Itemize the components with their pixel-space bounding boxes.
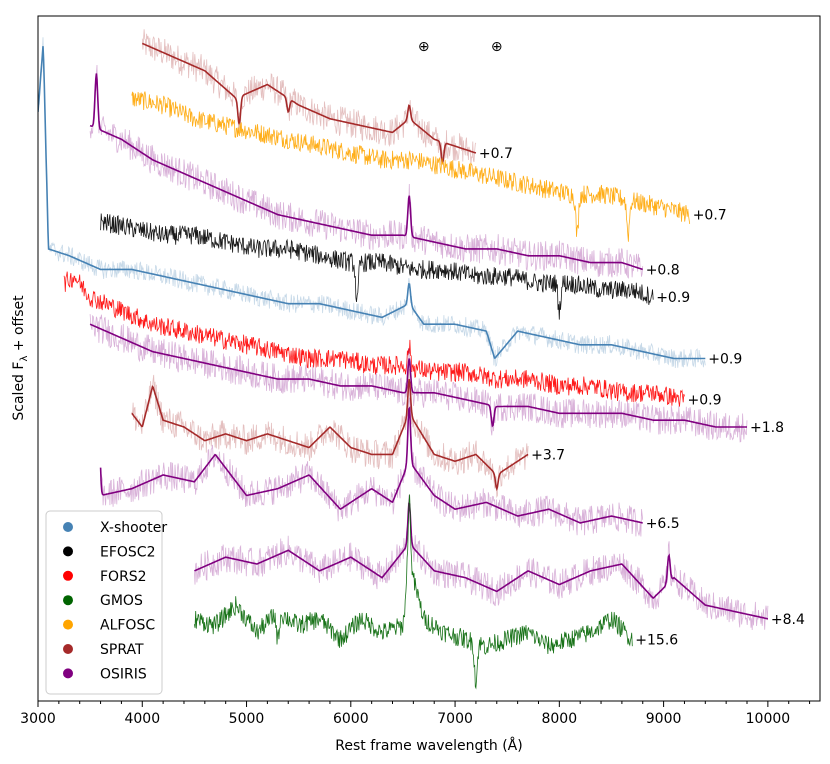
y-axis-label: Scaled Fλ + offset: [11, 295, 30, 421]
spectrum-noise: [100, 397, 644, 537]
legend-box: [45, 510, 163, 695]
spectrum-noise: [131, 91, 691, 242]
telluric-markers: ⊕ ⊕: [418, 39, 503, 55]
x-tick-label: 4000: [124, 711, 160, 727]
legend-label-xshooter: X-shooter: [100, 520, 167, 536]
spectrum-fors2-5: [63, 271, 685, 407]
legend-marker-efosc2: [63, 546, 73, 557]
offset-label: +6.5: [646, 516, 680, 532]
x-axis-ticks: 3000 4000 5000 6000 7000 8000 9000 10000: [20, 701, 811, 727]
legend-label-fors2: FORS2: [100, 569, 147, 585]
offset-label: +1.8: [750, 420, 784, 436]
legend-marker-gmos: [63, 595, 73, 606]
x-tick-label: 5000: [229, 711, 265, 727]
spectrum-smoothed: [38, 46, 706, 360]
telluric-marker: ⊕: [418, 39, 430, 55]
legend-label-sprat: SPRAT: [100, 642, 144, 658]
offset-label: +0.7: [479, 146, 513, 162]
spectrum-noise: [100, 213, 654, 320]
legend-label-efosc2: EFOSC2: [100, 544, 156, 560]
legend-marker-osiris: [63, 668, 73, 679]
spectrum-sprat-0: [141, 29, 477, 166]
x-axis-label: Rest frame wavelength (Å): [335, 737, 522, 754]
offset-label: +15.6: [635, 632, 678, 648]
spectrum-osiris-6: [89, 314, 748, 443]
offset-label: +0.7: [693, 208, 727, 224]
offset-label: +3.7: [531, 447, 565, 463]
spectrum-noise: [194, 494, 633, 690]
spectrum-smoothed: [89, 73, 643, 271]
legend-label-gmos: GMOS: [100, 593, 143, 609]
x-tick-label: 6000: [333, 711, 369, 727]
spectrum-smoothed: [194, 502, 769, 620]
offset-labels: +0.7 +0.7 +0.8 +0.9 +0.9 +0.9 +1.8 +3.7 +6.5 +8.4…: [479, 146, 805, 648]
offset-label: +0.9: [708, 352, 742, 368]
telluric-marker: ⊕: [491, 39, 503, 55]
legend-label-alfosc: ALFOSC: [100, 618, 155, 634]
plot-frame: [37, 15, 821, 702]
x-tick-label: 3000: [20, 711, 56, 727]
offset-label: +0.9: [688, 393, 722, 409]
spectrum-noise: [63, 271, 685, 407]
spectrum-sprat-7: [131, 368, 529, 499]
x-tick-label: 10000: [746, 711, 791, 727]
spectrum-noise: [131, 368, 529, 499]
spectrum-smoothed: [141, 42, 477, 165]
offset-label: +0.8: [646, 262, 680, 278]
legend: X-shooter EFOSC2 FORS2 GMOS ALFOSC SPRAT OSIRI…: [45, 510, 167, 695]
spectrum-smoothed: [99, 406, 643, 524]
y-axis-label-main: Scaled F: [11, 362, 27, 421]
legend-marker-sprat: [63, 644, 73, 654]
spectrum-osiris-8: [99, 397, 644, 537]
legend-marker-xshooter: [63, 522, 73, 532]
y-axis-label-sub: λ: [19, 356, 30, 362]
spectrum-osiris-9: [194, 494, 769, 631]
x-tick-label: 8000: [541, 711, 577, 727]
x-tick-label: 7000: [437, 711, 473, 727]
y-axis-label-tail: + offset: [11, 295, 27, 356]
spectra-layer: [38, 29, 769, 690]
spectrum-osiris-2: [89, 64, 644, 279]
x-tick-label: 9000: [646, 711, 682, 727]
spectrum-smoothed: [89, 323, 747, 428]
spectrum-efosc2-3: [100, 213, 654, 320]
legend-marker-fors2: [63, 570, 73, 581]
legend-marker-alfosc: [63, 619, 73, 630]
spectrum-noise: [89, 64, 644, 279]
legend-label-osiris: OSIRIS: [100, 666, 147, 682]
spectrum-gmos-10: [194, 494, 633, 690]
spectrum-xshooter-4: [38, 37, 706, 369]
offset-label: +0.9: [656, 290, 690, 306]
spectrum-smoothed: [131, 379, 529, 492]
spectrum-alfosc-1: [131, 91, 691, 242]
offset-label: +8.4: [771, 612, 805, 628]
